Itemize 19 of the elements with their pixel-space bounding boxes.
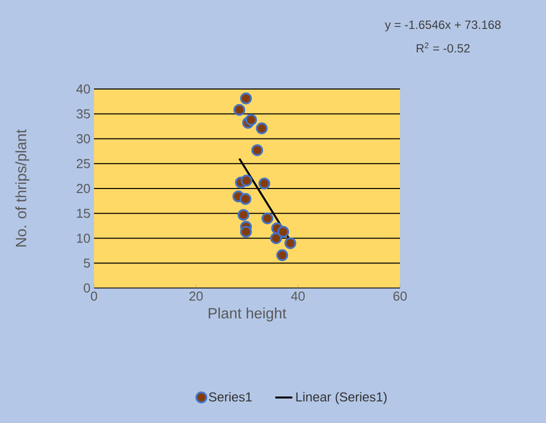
x-tick-label: 0: [90, 292, 98, 301]
y-tick-label: 5: [84, 258, 90, 268]
text: y = -1.6546x + 73.168: [384, 20, 501, 32]
text: R$^{2}$ = -0.52: [416, 42, 470, 53]
y-tick-label: 30: [76, 134, 90, 144]
y-tick-label: 20: [76, 184, 90, 194]
legend-label: Series1: [208, 392, 252, 402]
x-tick-label: 40: [291, 292, 305, 301]
y-tick-label: 15: [77, 208, 90, 218]
y-tick-label: 35: [76, 109, 90, 118]
x-tick-label: 20: [189, 292, 203, 301]
y-tick-label: 25: [76, 159, 90, 168]
y-tick-label: 40: [76, 84, 90, 94]
x-axis-title: Plant height: [208, 308, 286, 322]
y-axis-title: No. of thrips/plant: [15, 129, 30, 247]
y-tick-label: 10: [77, 234, 90, 243]
y-tick-label: 0: [84, 283, 90, 293]
x-tick-label: 60: [393, 292, 407, 301]
legend-label: Linear (Series1): [296, 392, 387, 404]
